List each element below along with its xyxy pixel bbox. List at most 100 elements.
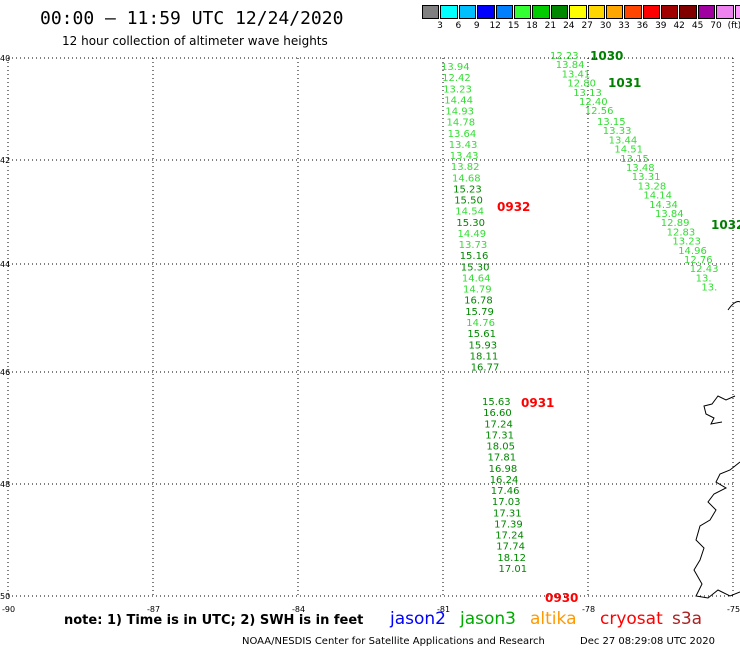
page-title: 00:00 – 11:59 UTC 12/24/2020 (40, 8, 344, 29)
wave-height-value: 14.93 (445, 107, 474, 118)
pass-time-label: 0931 (521, 396, 554, 410)
wave-height-value: 12.40 (579, 97, 608, 108)
wave-height-value: 14.49 (458, 229, 487, 240)
page-subtitle: 12 hour collection of altimeter wave hei… (62, 34, 328, 48)
color-legend-labels: 3 6 9 12 15 18 21 24 27 30 33 36 39 42 45 70 (ft) (422, 21, 740, 33)
wave-height-value: 16.98 (489, 464, 518, 475)
sat-cryosat: cryosat (600, 609, 663, 629)
pass-time-label: 1030 (590, 49, 623, 63)
legend-label: 27 (581, 21, 593, 31)
footer-credit: NOAA/NESDIS Center for Satellite Applica… (242, 636, 545, 647)
wave-height-value: 12.42 (442, 73, 471, 84)
legend-label: 15 (507, 21, 520, 31)
wave-height-value: 14.64 (462, 273, 491, 284)
wave-height-value: 15.63 (482, 397, 511, 408)
wave-height-value: 17.81 (488, 453, 517, 464)
wave-height-value: 12.76 (684, 255, 713, 266)
wave-height-value: 13.31 (632, 172, 661, 183)
wave-height-value: 12.83 (667, 227, 696, 238)
legend-label: 33 (618, 21, 630, 31)
wave-height-value: 15.30 (456, 218, 485, 229)
legend-label: 39 (655, 21, 667, 31)
legend-swatch (624, 5, 642, 19)
legend-label: 18 (526, 21, 538, 31)
y-tick-label: 46 (0, 368, 10, 377)
wave-height-value: 15.16 (460, 251, 489, 262)
x-tick-label: -84 (292, 605, 305, 614)
wave-height-value: 16.60 (483, 408, 512, 419)
wave-height-value: 13.82 (451, 162, 480, 173)
legend-swatch (697, 5, 716, 19)
x-tick-label: -87 (147, 605, 160, 614)
wave-height-value: 14.76 (466, 318, 495, 329)
legend-swatch (477, 5, 495, 19)
color-legend (422, 5, 740, 20)
legend-label: (ft) (727, 21, 740, 31)
legend-label: 21 (544, 21, 557, 31)
legend-swatch (605, 5, 624, 19)
wave-height-value: 15.30 (461, 262, 490, 273)
coastline (693, 301, 740, 599)
y-tick-label: 48 (0, 480, 10, 489)
legend-swatch (716, 5, 734, 19)
wave-height-value: 13.33 (603, 126, 632, 137)
wave-height-value: 13.43 (449, 140, 478, 151)
wave-height-value: 12.23 (550, 51, 579, 62)
wave-height-value: 14.96 (678, 246, 707, 257)
wave-height-value: 16.78 (464, 296, 493, 307)
wave-height-value: 16.24 (490, 475, 519, 486)
legend-swatch (422, 5, 440, 19)
sat-jason3: jason3 (460, 609, 516, 629)
wave-height-value: 13.23 (672, 237, 701, 248)
wave-height-value: 13.84 (655, 209, 684, 220)
y-tick-label: 44 (0, 260, 10, 269)
wave-height-value: 14.79 (463, 285, 492, 296)
wave-height-value: 15.93 (469, 340, 498, 351)
pass-time-label: 0930 (545, 591, 578, 605)
legend-swatch (532, 5, 550, 19)
wave-height-value: 13.94 (441, 62, 470, 73)
legend-swatch (587, 5, 605, 19)
legend-swatch (495, 5, 513, 19)
wave-height-value: 17.46 (491, 486, 520, 497)
wave-height-value: 14.68 (452, 173, 481, 184)
wave-height-value: 18.12 (497, 553, 526, 564)
footer-date: Dec 27 08:29:08 UTC 2020 (580, 636, 715, 647)
legend-swatch (679, 5, 697, 19)
wave-height-value: 12.43 (690, 264, 719, 275)
y-tick-label: 42 (0, 156, 10, 165)
wave-height-value: 17.31 (493, 508, 522, 519)
sat-altika: altika (530, 609, 577, 629)
wave-height-value: 14.34 (649, 200, 678, 211)
pass-time-label: 1031 (608, 76, 641, 90)
wave-height-value: 15.61 (467, 329, 496, 340)
y-tick-label: 40 (0, 54, 10, 63)
wave-height-value: 13.41 (562, 69, 591, 80)
x-tick-label: -78 (582, 605, 595, 614)
wave-height-value: 13. (696, 273, 712, 284)
legend-label: 30 (599, 21, 612, 31)
legend-swatch (734, 5, 740, 19)
footer-note: note: 1) Time is in UTC; 2) SWH is in fe… (64, 613, 364, 628)
legend-label: 24 (563, 21, 575, 31)
wave-height-value: 12.56 (585, 106, 614, 117)
legend-label: 45 (691, 21, 704, 31)
wave-height-value: 16.77 (471, 363, 500, 374)
legend-swatch (440, 5, 458, 19)
pass-time-label: 0932 (497, 200, 530, 214)
legend-label: 3 (437, 21, 443, 31)
legend-swatch (661, 5, 679, 19)
wave-height-value: 13.44 (609, 135, 638, 146)
x-tick-label: -75 (727, 605, 740, 614)
legend-label: 70 (710, 21, 722, 31)
wave-height-value: 13.23 (443, 84, 472, 95)
wave-height-value: 17.01 (499, 564, 528, 575)
wave-height-value: 12.80 (567, 79, 596, 90)
wave-height-value: 14.78 (447, 118, 476, 129)
wave-height-value: 14.44 (444, 95, 473, 106)
wave-height-value: 13.73 (459, 240, 488, 251)
sat-s3a: s3a (672, 609, 703, 629)
x-tick-label: -90 (2, 605, 15, 614)
wave-height-value: 13.64 (448, 129, 477, 140)
